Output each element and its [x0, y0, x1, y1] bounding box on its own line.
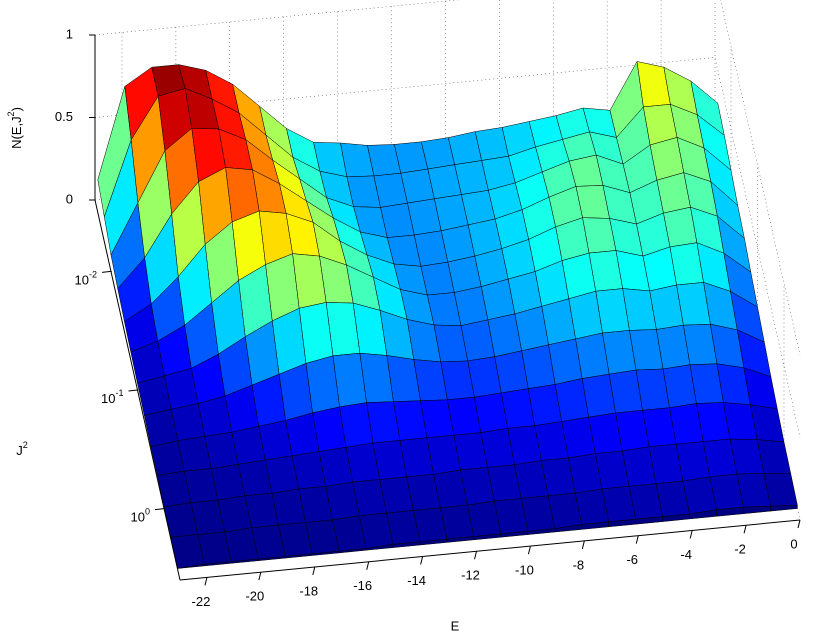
x-tick: [474, 551, 478, 560]
x-tick: [689, 530, 693, 539]
y-tick-exp: 0: [145, 507, 150, 517]
x-tick-label: 0: [790, 536, 797, 551]
z-axis-label: N(E,J2): [6, 107, 24, 149]
x-tick: [204, 577, 208, 586]
y-tick: [128, 389, 138, 392]
x-tick-label: -8: [573, 557, 585, 572]
y-axis-label-base: J: [16, 443, 23, 458]
x-tick: [420, 556, 424, 565]
x-tick: [312, 566, 316, 576]
y-tick-base: 10: [74, 273, 88, 288]
z-tick-label: 0.5: [55, 109, 73, 124]
x-tick-label: -6: [626, 552, 638, 567]
y-tick-label: 10-1: [101, 388, 123, 406]
y-tick-label: 10-2: [74, 270, 96, 288]
y-tick-base: 10: [131, 510, 145, 525]
x-tick-label: -16: [353, 578, 372, 593]
x-tick-label: -2: [734, 542, 746, 557]
y-axis-label-sup: 2: [23, 440, 28, 450]
y-tick: [101, 270, 112, 273]
surface-skirt: [770, 504, 798, 512]
x-tick-label: -12: [461, 568, 480, 583]
z-axis-label-sup: 2: [6, 111, 16, 116]
x-tick-label: -22: [192, 594, 211, 609]
surface-skirt: [743, 505, 771, 514]
y-tick: [154, 508, 165, 511]
y-tick-base: 10: [101, 391, 115, 406]
x-tick: [797, 519, 801, 529]
x-tick: [581, 540, 585, 549]
x-tick: [366, 561, 370, 570]
x-tick-label: -14: [407, 573, 426, 588]
axis-line: [179, 519, 801, 581]
x-axis-label: E: [451, 618, 460, 633]
grid: [94, 0, 801, 521]
x-tick-label: -4: [680, 547, 692, 562]
x-tick-label: -10: [515, 563, 534, 578]
grid-line: [137, 165, 758, 391]
x-tick-label: -18: [299, 583, 318, 598]
surface: [97, 60, 798, 569]
z-axis-label-base: N(E,J: [9, 116, 24, 149]
z-tick-label: 1: [66, 26, 73, 41]
z-axis-label-end: ): [9, 107, 24, 111]
y-tick-exp: -2: [89, 270, 97, 280]
y-axis-label: J2: [16, 440, 28, 458]
y-tick-label: 100: [131, 507, 150, 525]
axes: -22 -20 -18 -16 -14 -12 -10 -8 -6 -4 -2 010-210-110…: [55, 26, 801, 609]
y-tick-exp: -1: [115, 388, 123, 398]
x-tick: [258, 572, 262, 581]
grid-line: [110, 46, 732, 272]
x-tick: [635, 535, 639, 544]
z-tick-label: 0: [66, 191, 73, 206]
x-tick: [743, 525, 747, 534]
x-tick-label: -20: [245, 589, 264, 604]
grid-line: [163, 283, 785, 509]
x-tick: [527, 545, 531, 555]
